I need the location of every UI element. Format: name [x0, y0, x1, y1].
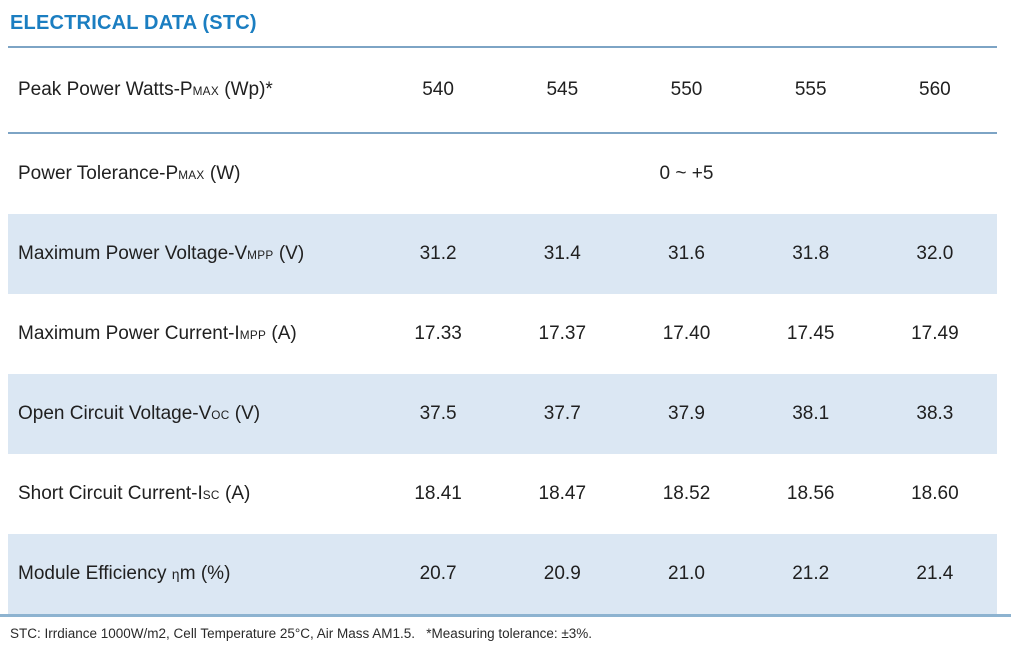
value-cell: 545 [546, 79, 579, 100]
row-label-subscript: MAX [178, 169, 205, 182]
row-label-text: Maximum Power Voltage-V [18, 243, 248, 264]
row-label-subscript: SC [202, 489, 220, 502]
value-cell: 17.45 [786, 323, 835, 344]
row-label-subscript: η [171, 567, 180, 582]
value-cell: 18.47 [538, 483, 587, 504]
value-cell: 31.4 [543, 243, 581, 264]
row-label-subscript: MAX [192, 85, 219, 98]
row-label-suffix: m (%) [179, 563, 231, 584]
value-cell: 17.33 [414, 323, 462, 344]
electrical-data-table: Peak Power Watts-PMAX (Wp)* 540 545 550 … [8, 48, 997, 614]
value-cell: 560 [919, 79, 951, 100]
value-cell: 17.40 [662, 323, 711, 344]
value-cell: 31.2 [419, 243, 457, 264]
table-row-open-circuit-voltage: Open Circuit Voltage-VOC (V) 37.5 37.7 3… [8, 374, 997, 454]
table-row-peak-power: Peak Power Watts-PMAX (Wp)* 540 545 550 … [8, 48, 997, 134]
value-cell: 21.4 [916, 563, 954, 584]
value-cell: 37.9 [668, 403, 705, 424]
value-cell: 38.3 [916, 403, 954, 424]
value-cell: 32.0 [916, 243, 954, 264]
value-cell: 21.0 [668, 563, 705, 584]
row-label-text: Maximum Power Current-I [18, 323, 240, 344]
value-cell: 21.2 [792, 563, 830, 584]
row-label-text: Peak Power Watts-P [18, 79, 193, 100]
row-label-suffix: (W) [204, 163, 241, 184]
value-cell: 18.60 [911, 483, 959, 504]
row-label: Peak Power Watts-PMAX (Wp)* [8, 79, 376, 101]
value-cell: 555 [794, 79, 827, 100]
row-label-text: Power Tolerance-P [18, 163, 179, 184]
table-row-short-circuit-current: Short Circuit Current-ISC (A) 18.41 18.4… [8, 454, 997, 534]
section-title: ELECTRICAL DATA (STC) [10, 12, 257, 34]
value-cell: 18.56 [786, 483, 835, 504]
table-row-max-power-current: Maximum Power Current-IMPP (A) 17.33 17.… [8, 294, 997, 374]
row-label-suffix: (A) [219, 483, 251, 504]
value-cell: 550 [670, 79, 703, 100]
value-cell: 31.8 [792, 243, 830, 264]
row-label: Maximum Power Current-IMPP (A) [8, 323, 376, 345]
row-label-subscript: OC [211, 409, 230, 422]
row-label: Maximum Power Voltage-VMPP (V) [8, 243, 376, 265]
table-row-max-power-voltage: Maximum Power Voltage-VMPP (V) 31.2 31.4… [8, 214, 997, 294]
row-label-suffix: (A) [266, 323, 297, 344]
title-rule [8, 46, 997, 48]
row-label-subscript: MPP [239, 329, 267, 342]
row-label-text: Short Circuit Current-I [18, 483, 203, 504]
table-row-module-efficiency: Module Efficiency ηm (%) 20.7 20.9 21.0 … [8, 534, 997, 614]
value-cell-span: 0 ~ +5 [659, 163, 714, 184]
row-label-suffix: (V) [229, 403, 261, 424]
value-cell: 18.52 [662, 483, 711, 504]
value-cell: 20.7 [419, 563, 457, 584]
value-cell: 20.9 [543, 563, 581, 584]
row-label-suffix: (V) [273, 243, 305, 264]
table-row-power-tolerance: Power Tolerance-PMAX (W) 0 ~ +5 [8, 134, 997, 214]
value-cell: 17.37 [538, 323, 587, 344]
footnote-text: STC: Irrdiance 1000W/m2, Cell Temperatur… [10, 626, 593, 641]
value-cell: 31.6 [668, 243, 705, 264]
row-label: Power Tolerance-PMAX (W) [8, 163, 376, 185]
value-cell: 18.41 [414, 483, 462, 504]
table-bottom-rule [0, 614, 1011, 617]
row-label-text: Module Efficiency [18, 563, 172, 584]
row-label: Short Circuit Current-ISC (A) [8, 483, 376, 505]
value-cell: 37.5 [419, 403, 457, 424]
value-cell: 37.7 [543, 403, 581, 424]
row-label: Module Efficiency ηm (%) [8, 563, 376, 585]
value-cell: 540 [422, 79, 454, 100]
row-label: Open Circuit Voltage-VOC (V) [8, 403, 376, 425]
row-label-subscript: MPP [247, 249, 274, 262]
row-label-suffix: (Wp)* [218, 79, 273, 100]
value-cell: 17.49 [911, 323, 959, 344]
row-label-text: Open Circuit Voltage-V [18, 403, 212, 424]
value-cell: 38.1 [792, 403, 830, 424]
